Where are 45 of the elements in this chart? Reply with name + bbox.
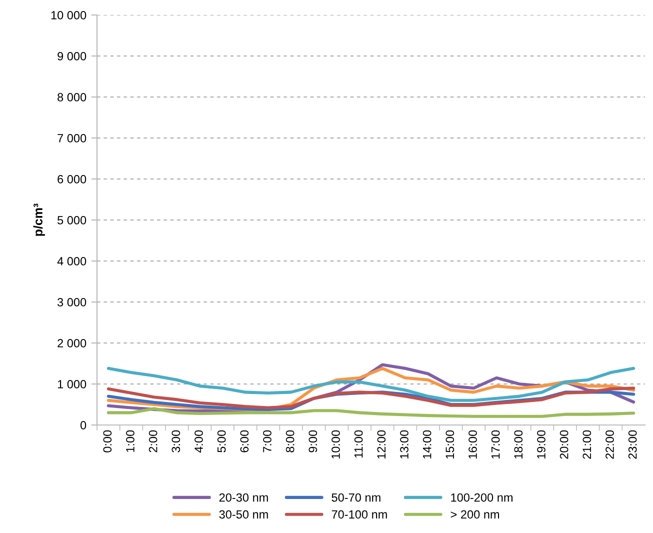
y-tick-label: 1 000 bbox=[58, 380, 86, 388]
y-tick-label: 4 000 bbox=[57, 257, 86, 266]
y-tick-label: 8 000 bbox=[58, 93, 86, 102]
y-tick-label: 6 000 bbox=[58, 175, 86, 184]
y-tick-label: 2 000 bbox=[58, 339, 86, 348]
legend-label: 100-200 nm bbox=[451, 493, 512, 502]
y-tick-label: 5 000 bbox=[58, 216, 86, 224]
x-tick-label: 6:00 bbox=[240, 430, 249, 452]
x-tick-label: 2:00 bbox=[148, 430, 158, 452]
x-tick-label: 9:00 bbox=[308, 430, 318, 452]
x-tick-label: 20:00 bbox=[560, 430, 568, 459]
y-axis-title: p/cm³ bbox=[33, 204, 45, 236]
x-tick-label: 18:00 bbox=[514, 430, 523, 458]
y-tick-label: 9 000 bbox=[58, 52, 86, 60]
x-tick-label: 17:00 bbox=[491, 430, 500, 458]
x-tick-label: 4:00 bbox=[194, 430, 203, 453]
legend-label: 50-70 nm bbox=[332, 493, 380, 502]
x-tick-label: 13:00 bbox=[400, 430, 408, 458]
x-tick-label: 3:00 bbox=[172, 430, 180, 452]
x-tick-label: 14:00 bbox=[422, 430, 432, 458]
legend-label: 30-50 nm bbox=[219, 510, 268, 519]
x-tick-label: 19:00 bbox=[537, 430, 546, 458]
x-tick-label: 7:00 bbox=[263, 430, 272, 452]
x-tick-label: 8:00 bbox=[286, 430, 294, 452]
legend-label: 70-100 nm bbox=[332, 510, 387, 519]
legend-label: 20-30 nm bbox=[219, 493, 268, 502]
y-tick-label: 7 000 bbox=[58, 134, 86, 142]
y-tick-label: 3 000 bbox=[57, 298, 86, 306]
line-series bbox=[106, 386, 636, 410]
line-series bbox=[106, 366, 636, 402]
x-tick-label: 23:00 bbox=[628, 430, 637, 459]
line-series bbox=[106, 407, 636, 418]
x-tick-label: 22:00 bbox=[606, 430, 614, 459]
x-tick-label: 15:00 bbox=[446, 430, 454, 458]
x-tick-label: 11:00 bbox=[354, 430, 363, 458]
legend-label: > 200 nm bbox=[450, 510, 500, 519]
x-tick-label: 12:00 bbox=[377, 430, 386, 458]
x-tick-label: 0:00 bbox=[103, 430, 112, 452]
y-tick-label: 0 bbox=[80, 421, 86, 430]
x-tick-label: 5:00 bbox=[217, 430, 226, 452]
x-tick-label: 10:00 bbox=[332, 430, 340, 458]
x-tick-label: 16:00 bbox=[468, 430, 477, 458]
x-tick-label: 1:00 bbox=[126, 430, 134, 452]
x-tick-label: 21:00 bbox=[582, 430, 592, 459]
y-tick-label: 10 000 bbox=[51, 11, 86, 20]
